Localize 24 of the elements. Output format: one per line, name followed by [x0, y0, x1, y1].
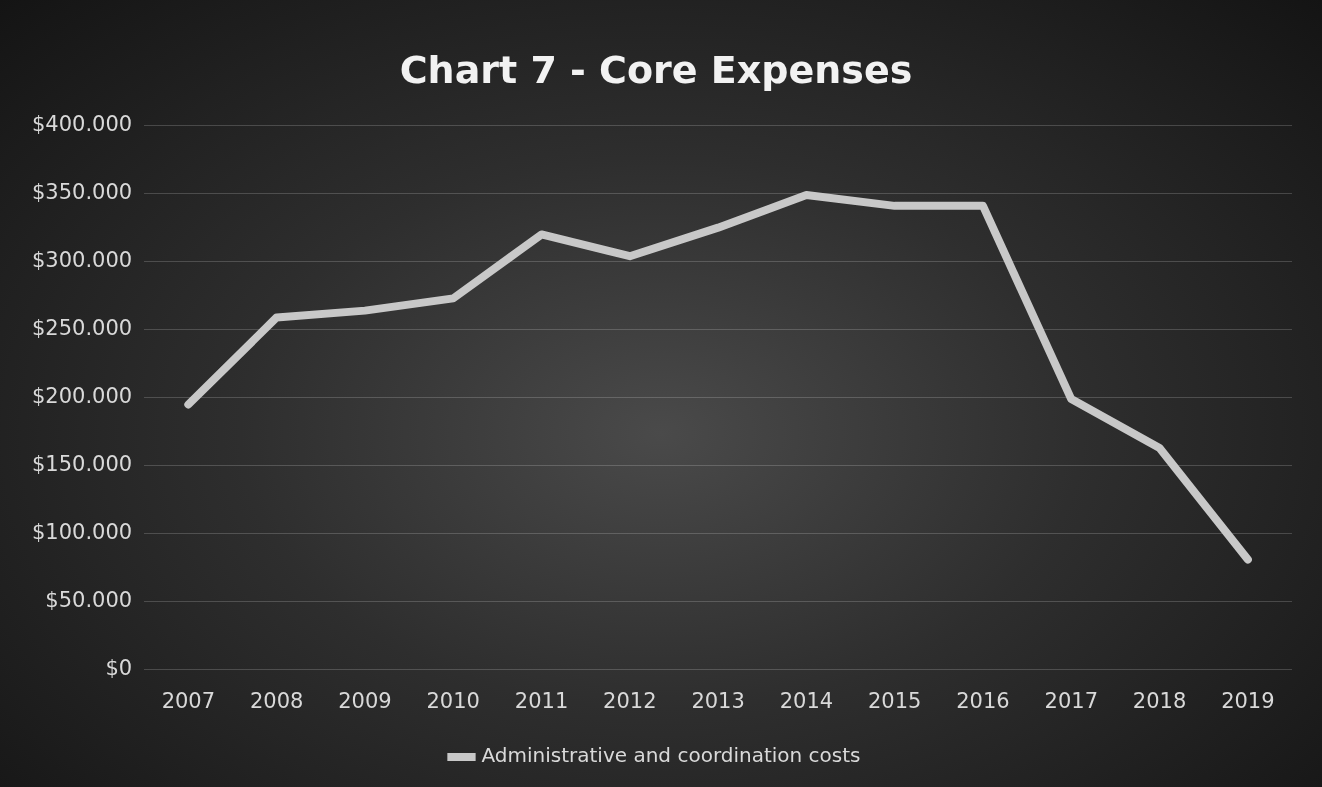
x-tick-label: 2013: [691, 688, 745, 713]
y-tick-label: $300.000: [32, 248, 133, 273]
x-tick-label: 2011: [514, 688, 569, 713]
y-tick-label: $350.000: [32, 180, 133, 205]
x-tick-label: 2018: [1132, 688, 1187, 713]
x-tick-label: 2015: [867, 688, 922, 713]
y-tick-label: $200.000: [32, 384, 133, 409]
chart-title: Chart 7 - Core Expenses: [399, 47, 913, 92]
legend-label: Administrative and coordination costs: [481, 743, 861, 768]
y-tick-label: $250.000: [32, 316, 133, 341]
y-tick-label: $50.000: [45, 588, 133, 613]
x-tick-label: 2017: [1044, 688, 1098, 713]
x-tick-label: 2014: [779, 688, 834, 713]
x-tick-label: 2016: [956, 688, 1010, 713]
y-tick-label: $150.000: [32, 452, 133, 477]
x-tick-label: 2019: [1221, 688, 1275, 713]
x-tick-label: 2010: [426, 688, 480, 713]
y-tick-label: $100.000: [32, 520, 133, 545]
y-tick-label: $400.000: [32, 112, 133, 137]
x-tick-label: 2012: [603, 688, 657, 713]
x-tick-label: 2007: [161, 688, 216, 713]
x-tick-label: 2008: [249, 688, 304, 713]
x-tick-label: 2009: [338, 688, 392, 713]
y-tick-label: $0: [105, 656, 133, 681]
